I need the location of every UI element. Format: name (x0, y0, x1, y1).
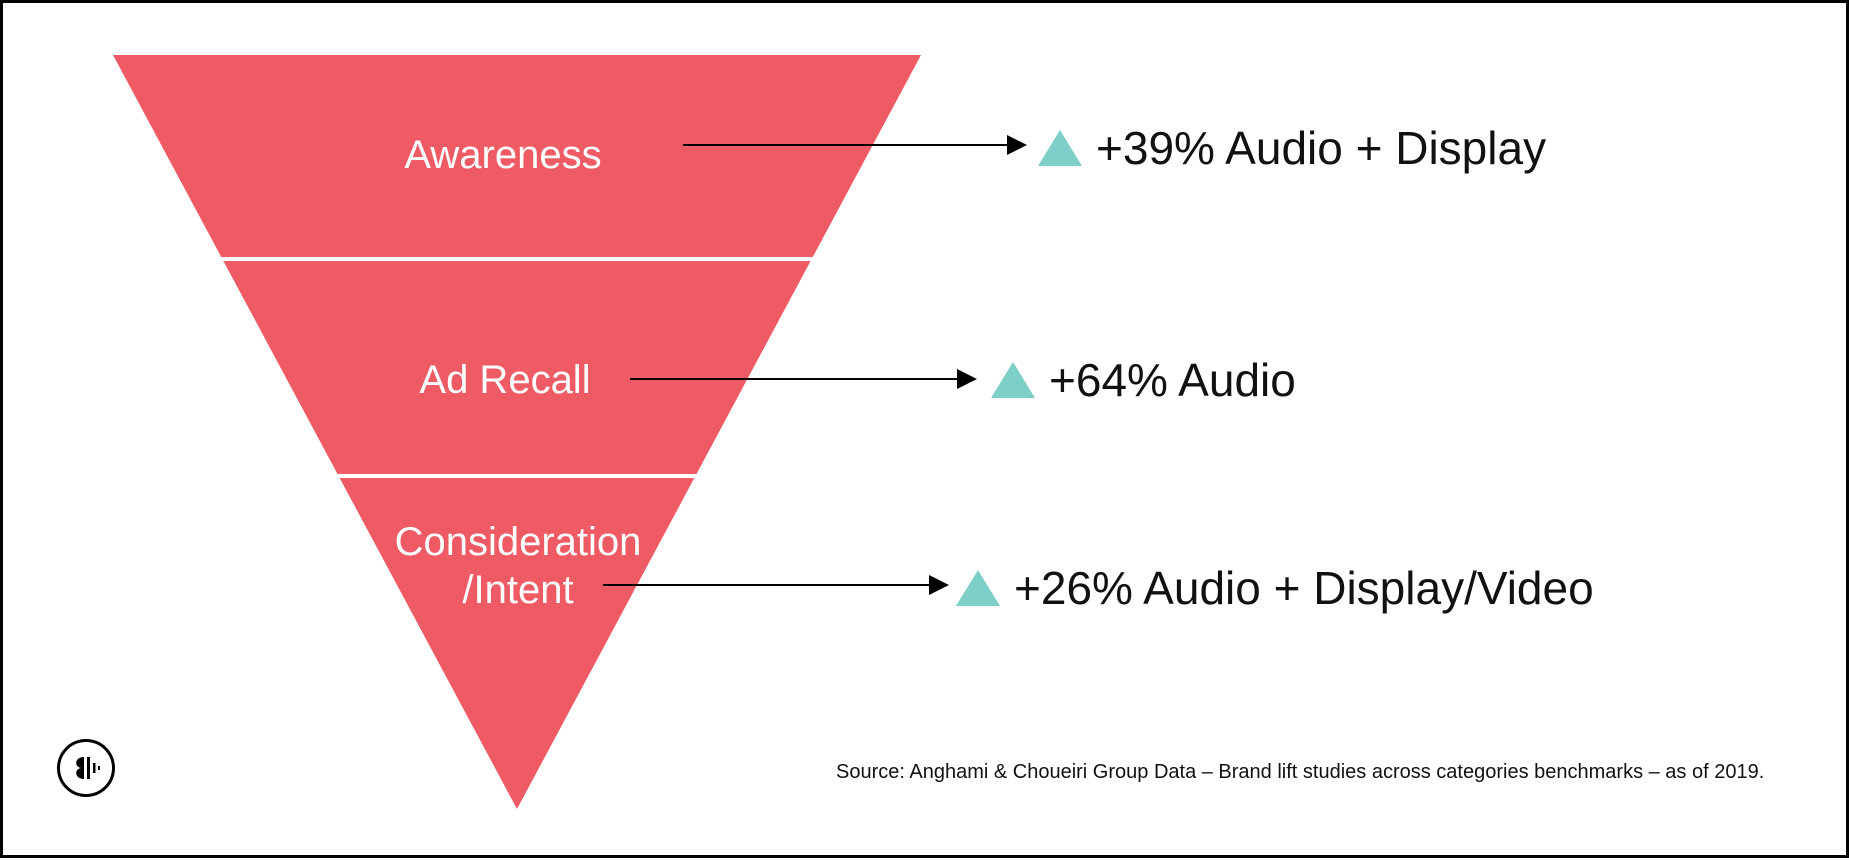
funnel-graphic (113, 55, 1027, 809)
stage-label-line: Awareness (404, 133, 602, 177)
stage-label-line: Ad Recall (419, 358, 591, 402)
logo-mark (76, 757, 100, 779)
stage-label-ad-recall: Ad Recall (345, 356, 665, 404)
metric-text: +39% Audio + Display (1096, 122, 1547, 174)
stage-label-awareness: Awareness (343, 131, 663, 179)
metric-text: +64% Audio (1049, 354, 1296, 406)
anghami-logo-icon (57, 739, 115, 797)
stage-label-consideration: Consideration /Intent (358, 518, 678, 614)
up-triangle-icon (1038, 130, 1082, 166)
up-triangle-icon (991, 362, 1035, 398)
stage-label-line: /Intent (462, 568, 574, 612)
stage-label-line: Consideration (394, 520, 642, 564)
up-triangle-icon (956, 570, 1000, 606)
metric-consideration: +26% Audio + Display/Video (956, 562, 1594, 614)
metric-awareness: +39% Audio + Display (1038, 122, 1546, 174)
funnel-shape (113, 55, 921, 809)
metric-ad-recall: +64% Audio (991, 354, 1296, 406)
metric-text: +26% Audio + Display/Video (1014, 562, 1594, 614)
source-note: Source: Anghami & Choueiri Group Data – … (836, 761, 1765, 783)
